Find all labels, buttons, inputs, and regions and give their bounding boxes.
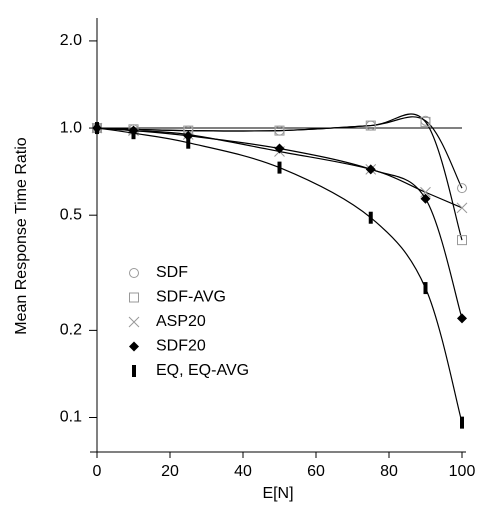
legend-marker [128,316,140,328]
marker [277,161,282,174]
x-tick-label: 40 [234,463,252,480]
x-axis-title: E[N] [262,485,293,502]
marker [457,235,467,246]
legend-label: ASP20 [156,313,206,330]
x-tick-label: 20 [161,463,179,480]
y-tick-label: 0.2 [60,322,82,339]
y-tick-label: 0.5 [60,206,82,223]
marker [186,136,191,149]
legend-marker [129,292,139,303]
marker [131,127,136,140]
marker [423,282,428,295]
legend-marker [132,365,136,377]
marker [274,125,285,136]
x-tick-label: 100 [449,463,476,480]
marker [460,416,464,429]
y-tick-label: 2.0 [60,32,82,49]
marker [457,313,467,324]
marker [420,186,431,198]
x-tick-label: 60 [307,463,325,480]
marker [365,164,376,175]
fit-line [96,127,463,319]
series [92,113,467,246]
marker [183,130,194,141]
x-tick-label: 0 [93,463,102,480]
legend-marker [129,268,139,278]
marker [274,143,285,154]
marker [457,183,467,194]
y-tick-label: 0.1 [60,409,82,426]
x-tick-label: 80 [380,463,398,480]
marker [420,116,431,127]
legend-label: EQ, EQ-AVG [156,362,249,379]
fit-line [96,113,463,241]
marker [365,120,376,131]
marker [420,193,431,204]
series [95,122,464,429]
marker [368,211,373,224]
series [92,123,467,324]
y-tick-label: 1.0 [60,119,82,136]
y-axis-title: Mean Response Time Ratio [13,137,30,335]
legend-label: SDF [156,264,188,281]
marker [456,202,468,214]
legend-label: SDF20 [156,338,206,355]
legend-label: SDF-AVG [156,289,226,306]
legend-marker [129,341,139,352]
marker [95,122,99,135]
fit-line [96,127,463,423]
